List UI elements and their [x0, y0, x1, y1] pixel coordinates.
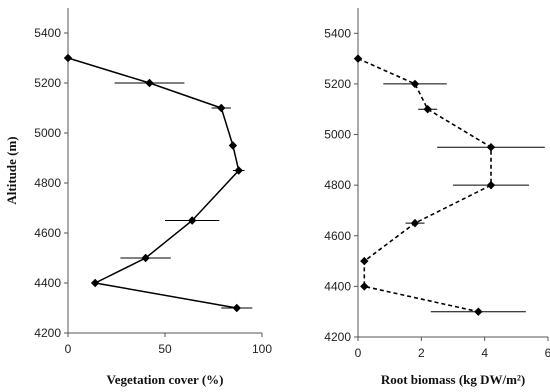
y-tick-label: 4800	[34, 176, 61, 190]
x-tick-label: 50	[158, 342, 172, 356]
y-tick-label: 5000	[34, 126, 61, 140]
data-point-marker	[217, 103, 226, 113]
root-biomass-panel: 4200 4400 4600 4800 5000 5200 5400 0 2 4 6 Root bio…	[324, 8, 550, 387]
y-tick-label: 5200	[324, 77, 351, 91]
series-line	[357, 57, 492, 313]
data-point-marker	[423, 105, 432, 114]
y-tick-label: 4200	[34, 326, 61, 340]
x-axis-title: Vegetation cover (%)	[107, 372, 224, 387]
data-point-marker	[234, 166, 243, 175]
y-tick-label: 4200	[324, 330, 351, 344]
series-line	[67, 57, 240, 309]
x-tick-label: 2	[418, 346, 425, 360]
y-tick-label: 5400	[324, 26, 351, 40]
x-tick-label: 100	[252, 342, 272, 356]
y-tick-label: 4400	[324, 279, 351, 293]
y-axis-title: Altitude (m)	[4, 136, 19, 204]
x-axis-title: Root biomass (kg DW/m²)	[381, 372, 525, 387]
y-tick-label: 5000	[324, 128, 351, 142]
data-point-marker	[187, 216, 197, 225]
data-point-marker	[63, 53, 73, 63]
data-point-marker	[90, 278, 100, 288]
y-tick-label: 4600	[34, 226, 61, 240]
y-tick-label: 4400	[34, 276, 61, 290]
data-point-marker	[228, 141, 238, 150]
data-point-marker	[410, 218, 420, 228]
vegetation-cover-panel: 4200 4400 4600 4800 5000 5200 5400 0 50 100 Vegeta…	[4, 8, 272, 387]
data-point-marker	[486, 142, 496, 152]
data-point-marker	[486, 180, 496, 190]
data-point-marker	[360, 282, 369, 291]
data-point-marker	[145, 78, 154, 88]
y-tick-label: 4800	[324, 178, 351, 192]
x-tick-label: 0	[355, 346, 362, 360]
data-point-marker	[232, 303, 241, 313]
x-tick-label: 0	[65, 342, 72, 356]
data-point-marker	[410, 79, 420, 89]
data-point-marker	[141, 253, 150, 263]
y-tick-label: 5200	[34, 76, 61, 90]
data-point-marker	[474, 307, 483, 316]
x-tick-label: 4	[481, 346, 488, 360]
x-tick-label: 6	[545, 346, 550, 360]
y-tick-label: 5400	[34, 26, 61, 40]
data-point-marker	[360, 256, 369, 266]
data-point-marker	[353, 54, 363, 63]
y-tick-label: 4600	[324, 229, 351, 243]
